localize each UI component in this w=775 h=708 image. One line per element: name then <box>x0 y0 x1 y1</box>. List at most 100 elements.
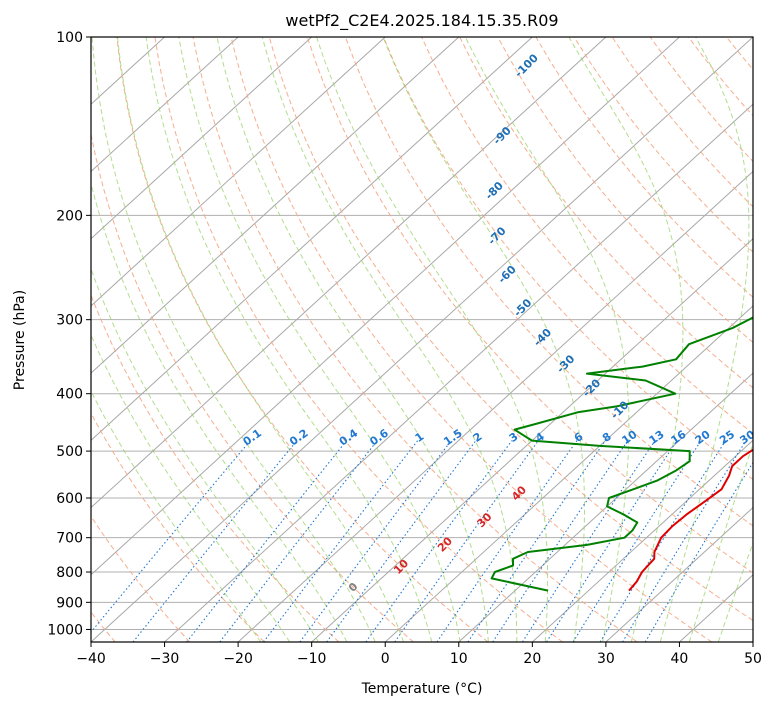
x-tick-label: 50 <box>744 651 762 667</box>
chart-title: wetPf2_C2E4.2025.184.15.35.R09 <box>285 11 558 31</box>
dry-adiabat <box>116 37 489 642</box>
dry-adiabat <box>268 37 753 622</box>
y-tick-label: 100 <box>56 30 83 46</box>
dry-adiabat <box>421 37 753 435</box>
moist-adiabat <box>261 37 518 642</box>
temperature-profile <box>628 448 753 592</box>
mixing-ratio-line <box>186 440 348 642</box>
dry-adiabat <box>154 37 563 642</box>
mixing-ratio-line <box>394 440 539 642</box>
dry-adiabat <box>765 37 775 642</box>
moist-adiabat-label: -70 <box>485 224 508 247</box>
isotherm-line <box>384 305 753 642</box>
dry-adiabat <box>306 37 753 574</box>
moist-adiabat <box>91 181 348 642</box>
x-tick-label: 30 <box>597 651 615 667</box>
dry-adiabat <box>91 515 191 642</box>
x-tick-label: 0 <box>381 651 390 667</box>
mixing-ratio-line <box>546 440 678 642</box>
moist-adiabat <box>659 37 750 642</box>
x-tick-label: 20 <box>523 651 541 667</box>
moist-adiabat-label: -100 <box>512 51 541 80</box>
mixing-ratio-label: 30 <box>737 428 757 448</box>
isotherm-line <box>752 641 753 642</box>
mixing-ratio-line <box>263 440 419 642</box>
isotherm-line <box>91 37 607 509</box>
isotherm-line <box>91 37 313 240</box>
moist-adiabat-label: -50 <box>511 296 534 319</box>
y-tick-label: 600 <box>56 491 83 507</box>
y-tick-label: 400 <box>56 387 83 403</box>
isotherm-line <box>91 37 386 307</box>
mixing-ratio-line <box>219 440 378 642</box>
moist-adiabat <box>91 333 291 642</box>
mixing-ratio-label: 1 <box>413 430 427 445</box>
mixing-ratio-label: 0.6 <box>367 426 391 448</box>
mixing-ratio-label: 16 <box>669 428 689 448</box>
moist-adiabat <box>216 37 489 642</box>
mixing-ratio-line <box>599 440 727 642</box>
isotherm-line <box>164 103 753 642</box>
mixing-ratio-line <box>365 440 513 642</box>
moist-adiabat <box>316 37 549 642</box>
isotherm-line <box>91 37 533 442</box>
mixing-ratio-line <box>492 440 629 642</box>
moist-adiabat-label: -20 <box>580 376 603 399</box>
isotherm-line <box>91 37 239 173</box>
mixing-ratio-label: 13 <box>647 428 667 447</box>
moist-adiabat-label: -40 <box>531 326 554 349</box>
dry-adiabat <box>726 37 753 71</box>
y-axis: 100 200 300 400 500 600 700 800 900 1000 <box>47 30 91 638</box>
x-tick-label: −10 <box>297 651 327 667</box>
y-tick-label: 800 <box>56 565 83 581</box>
moist-adiabat <box>717 541 753 642</box>
plot-line-labels: 0.1 0.2 0.4 0.6 1 1.5 2 3 4 6 8 10 13 16 20 25 30 3601020… <box>241 51 757 594</box>
mixing-ratio-line <box>91 440 251 633</box>
y-tick-label: 500 <box>56 444 83 460</box>
y-tick-label: 700 <box>56 531 83 547</box>
mixing-ratio-line <box>326 440 477 642</box>
isotherm-line <box>458 372 753 642</box>
plot-series <box>490 316 753 592</box>
moist-adiabat <box>178 37 461 642</box>
moist-adiabat <box>688 442 753 642</box>
moist-adiabat <box>91 37 376 642</box>
moist-adiabat <box>117 37 405 642</box>
mixing-ratio-label: 0.4 <box>337 426 361 448</box>
mixing-ratio-line <box>299 440 452 642</box>
x-tick-label: 40 <box>671 651 689 667</box>
dry-adiabat <box>192 37 638 642</box>
mixing-ratio-label: 8 <box>600 430 614 445</box>
plot-background-lines <box>91 37 775 642</box>
plot-frame <box>90 36 754 643</box>
mixing-ratio-label: 25 <box>717 428 737 447</box>
moist-adiabat <box>145 37 433 642</box>
moist-adiabat <box>91 267 319 642</box>
moist-adiabat <box>91 390 262 642</box>
y-axis-title: Pressure (hPa) <box>12 290 28 390</box>
isotherm-line <box>605 506 753 642</box>
x-tick-label: −20 <box>223 651 253 667</box>
x-axis: −40 −30 −20 −10 0 10 20 30 40 50 <box>76 642 762 667</box>
mixing-ratio-line <box>644 461 753 642</box>
mixing-ratio-line <box>622 440 747 642</box>
mixing-ratio-line <box>436 440 578 642</box>
dewpoint-profile <box>490 316 753 592</box>
mixing-ratio-label: 0.1 <box>241 427 264 449</box>
isotherm-line <box>91 37 460 374</box>
x-tick-label: 10 <box>450 651 468 667</box>
y-tick-label: 300 <box>56 313 83 329</box>
x-tick-label: −30 <box>150 651 180 667</box>
mixing-ratio-label: 20 <box>693 428 713 448</box>
mixing-ratio-line <box>572 440 702 642</box>
dry-adiabat <box>230 37 713 642</box>
isotherm-line <box>91 37 680 576</box>
mixing-ratio-line <box>467 440 606 642</box>
dry-adiabat <box>91 131 414 642</box>
mixing-ratio-label: 6 <box>572 430 586 445</box>
moist-adiabat-label: -30 <box>554 352 577 375</box>
mixing-ratio-label: 4 <box>533 430 547 445</box>
mixing-ratio-label: 1.5 <box>441 427 464 449</box>
y-tick-label: 200 <box>56 208 83 224</box>
